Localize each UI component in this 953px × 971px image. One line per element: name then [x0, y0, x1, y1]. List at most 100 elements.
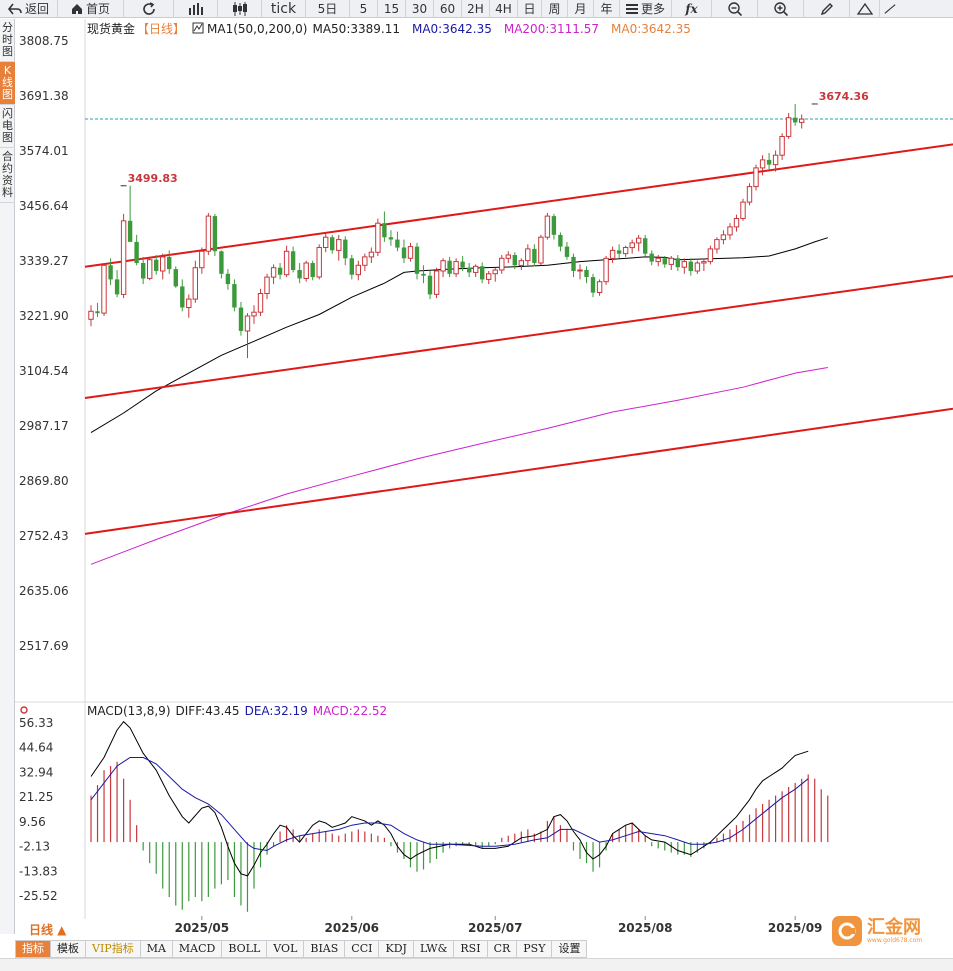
indicator-tab-14[interactable]: 设置 [552, 940, 588, 958]
candle-body [558, 234, 563, 247]
candle-body [88, 310, 94, 320]
candle-body [238, 307, 244, 331]
zoom-out-icon [727, 1, 742, 16]
indicator-tab-1[interactable]: 模板 [51, 940, 86, 958]
indicator-tab-0[interactable]: 指标 [15, 940, 51, 958]
tick-label: tick [270, 0, 297, 17]
candlestick-button[interactable] [218, 0, 262, 18]
channel-line-0 [84, 143, 953, 268]
candle-body [349, 258, 354, 275]
period-8[interactable]: 周 [542, 0, 568, 18]
period-9[interactable]: 月 [568, 0, 594, 18]
candle-body [167, 256, 172, 270]
side-tab-0[interactable]: 分时图 [0, 19, 15, 62]
bar-chart-button[interactable] [174, 0, 218, 18]
macd-tick-label: -25.52 [19, 889, 58, 903]
indicator-tab-6[interactable]: VOL [267, 940, 305, 958]
legend-ma200: MA200:3111.57 [504, 22, 599, 36]
indicator-tab-3[interactable]: MA [140, 940, 173, 958]
candle-body [772, 154, 779, 166]
period-5[interactable]: 2H [462, 0, 490, 18]
candle-body [564, 246, 570, 257]
side-tab-3[interactable]: 合约资料 [0, 148, 15, 203]
indicator-tab-12[interactable]: CR [487, 940, 518, 958]
candle-body [257, 293, 264, 313]
candle-body [492, 269, 498, 275]
candle-body [505, 254, 512, 259]
indicator-tab-10[interactable]: LW& [413, 940, 455, 958]
zoom-in-icon [773, 1, 788, 16]
candle-body [714, 239, 720, 250]
more-label: 更多 [640, 2, 665, 16]
macd-name: MACD(13,8,9) [87, 704, 171, 718]
home-button[interactable]: 首页 [58, 0, 124, 18]
candle-body [512, 255, 517, 266]
candle-body [186, 298, 192, 309]
indicator-tab-8[interactable]: CCI [345, 940, 380, 958]
price-tick-label: 3221.90 [19, 309, 69, 323]
high-label-0: 3674.36 [819, 90, 869, 103]
back-button[interactable]: 返回 [0, 0, 58, 18]
period-7[interactable]: 日 [518, 0, 542, 18]
period-1[interactable]: 5 [350, 0, 378, 18]
price-tick-label: 2752.43 [19, 529, 69, 543]
indicator-tab-4[interactable]: MACD [172, 940, 223, 958]
price-chart[interactable]: 3808.75 3691.38 3574.01 3456.64 3339.27 3221.… [15, 19, 953, 939]
candle-body [127, 220, 133, 242]
status-strip [0, 958, 953, 971]
candle-body [596, 281, 603, 294]
line-tool-button[interactable] [880, 0, 900, 18]
period-6[interactable]: 4H [490, 0, 518, 18]
candle-body [414, 246, 420, 274]
legend-ma-name: MA1(50,0,200,0) [207, 22, 307, 36]
period-4[interactable]: 60 [434, 0, 462, 18]
indicator-tab-11[interactable]: RSI [454, 940, 488, 958]
period-2[interactable]: 15 [378, 0, 406, 18]
more-button[interactable]: 更多 [620, 0, 672, 18]
candle-body [368, 251, 375, 258]
formula-button[interactable]: fx [672, 0, 712, 18]
candle-body [407, 246, 414, 259]
triangle-tool-button[interactable] [850, 0, 880, 18]
period-10[interactable]: 年 [594, 0, 620, 18]
side-tab-1[interactable]: K线图 [0, 62, 15, 105]
candle-body [375, 222, 381, 253]
candle-body [473, 265, 479, 273]
fx-icon: fx [685, 1, 698, 16]
period-selector[interactable]: 日线 ▲ [15, 921, 85, 939]
candle-body [753, 167, 759, 188]
candle-body [701, 261, 707, 264]
x-tick-label: 2025/08 [618, 921, 672, 935]
candle-body [336, 239, 342, 251]
candle-body [95, 311, 100, 314]
indicator-tab-2[interactable]: VIP指标 [86, 940, 141, 958]
period-3[interactable]: 30 [406, 0, 434, 18]
x-tick-label: 2025/05 [175, 921, 229, 935]
tick-button[interactable]: tick [262, 0, 306, 18]
candle-body [232, 284, 237, 308]
refresh-button[interactable] [124, 0, 174, 18]
legend-symbol: 现货黄金 [87, 21, 135, 36]
macd-tick-label: -2.13 [19, 840, 50, 854]
triangle-icon [856, 2, 873, 15]
candle-body [440, 260, 446, 272]
zoom-out-button[interactable] [712, 0, 758, 18]
macd-settings-icon [20, 706, 28, 714]
candle-body [486, 273, 492, 280]
price-tick-label: 3691.38 [19, 89, 69, 103]
indicator-tab-13[interactable]: PSY [517, 940, 553, 958]
indicator-tab-5[interactable]: BOLL [222, 940, 268, 958]
zoom-in-button[interactable] [758, 0, 804, 18]
toolbar: 返回 首页 tick 5日 5 15 30 60 2H 4H 日周月年 更多 fx [0, 0, 953, 18]
candle-body [199, 250, 205, 269]
price-tick-label: 3574.01 [19, 144, 69, 158]
side-tab-2[interactable]: 闪电图 [0, 105, 15, 148]
high-label-1: 3499.83 [128, 172, 178, 185]
candle-body [270, 267, 277, 278]
indicator-tab-7[interactable]: BIAS [304, 940, 346, 958]
candle-body [244, 315, 251, 332]
macd-tick-label: 44.64 [19, 741, 53, 755]
indicator-tab-9[interactable]: KDJ [379, 940, 414, 958]
draw-pen-button[interactable] [804, 0, 850, 18]
period-0[interactable]: 5日 [306, 0, 350, 18]
